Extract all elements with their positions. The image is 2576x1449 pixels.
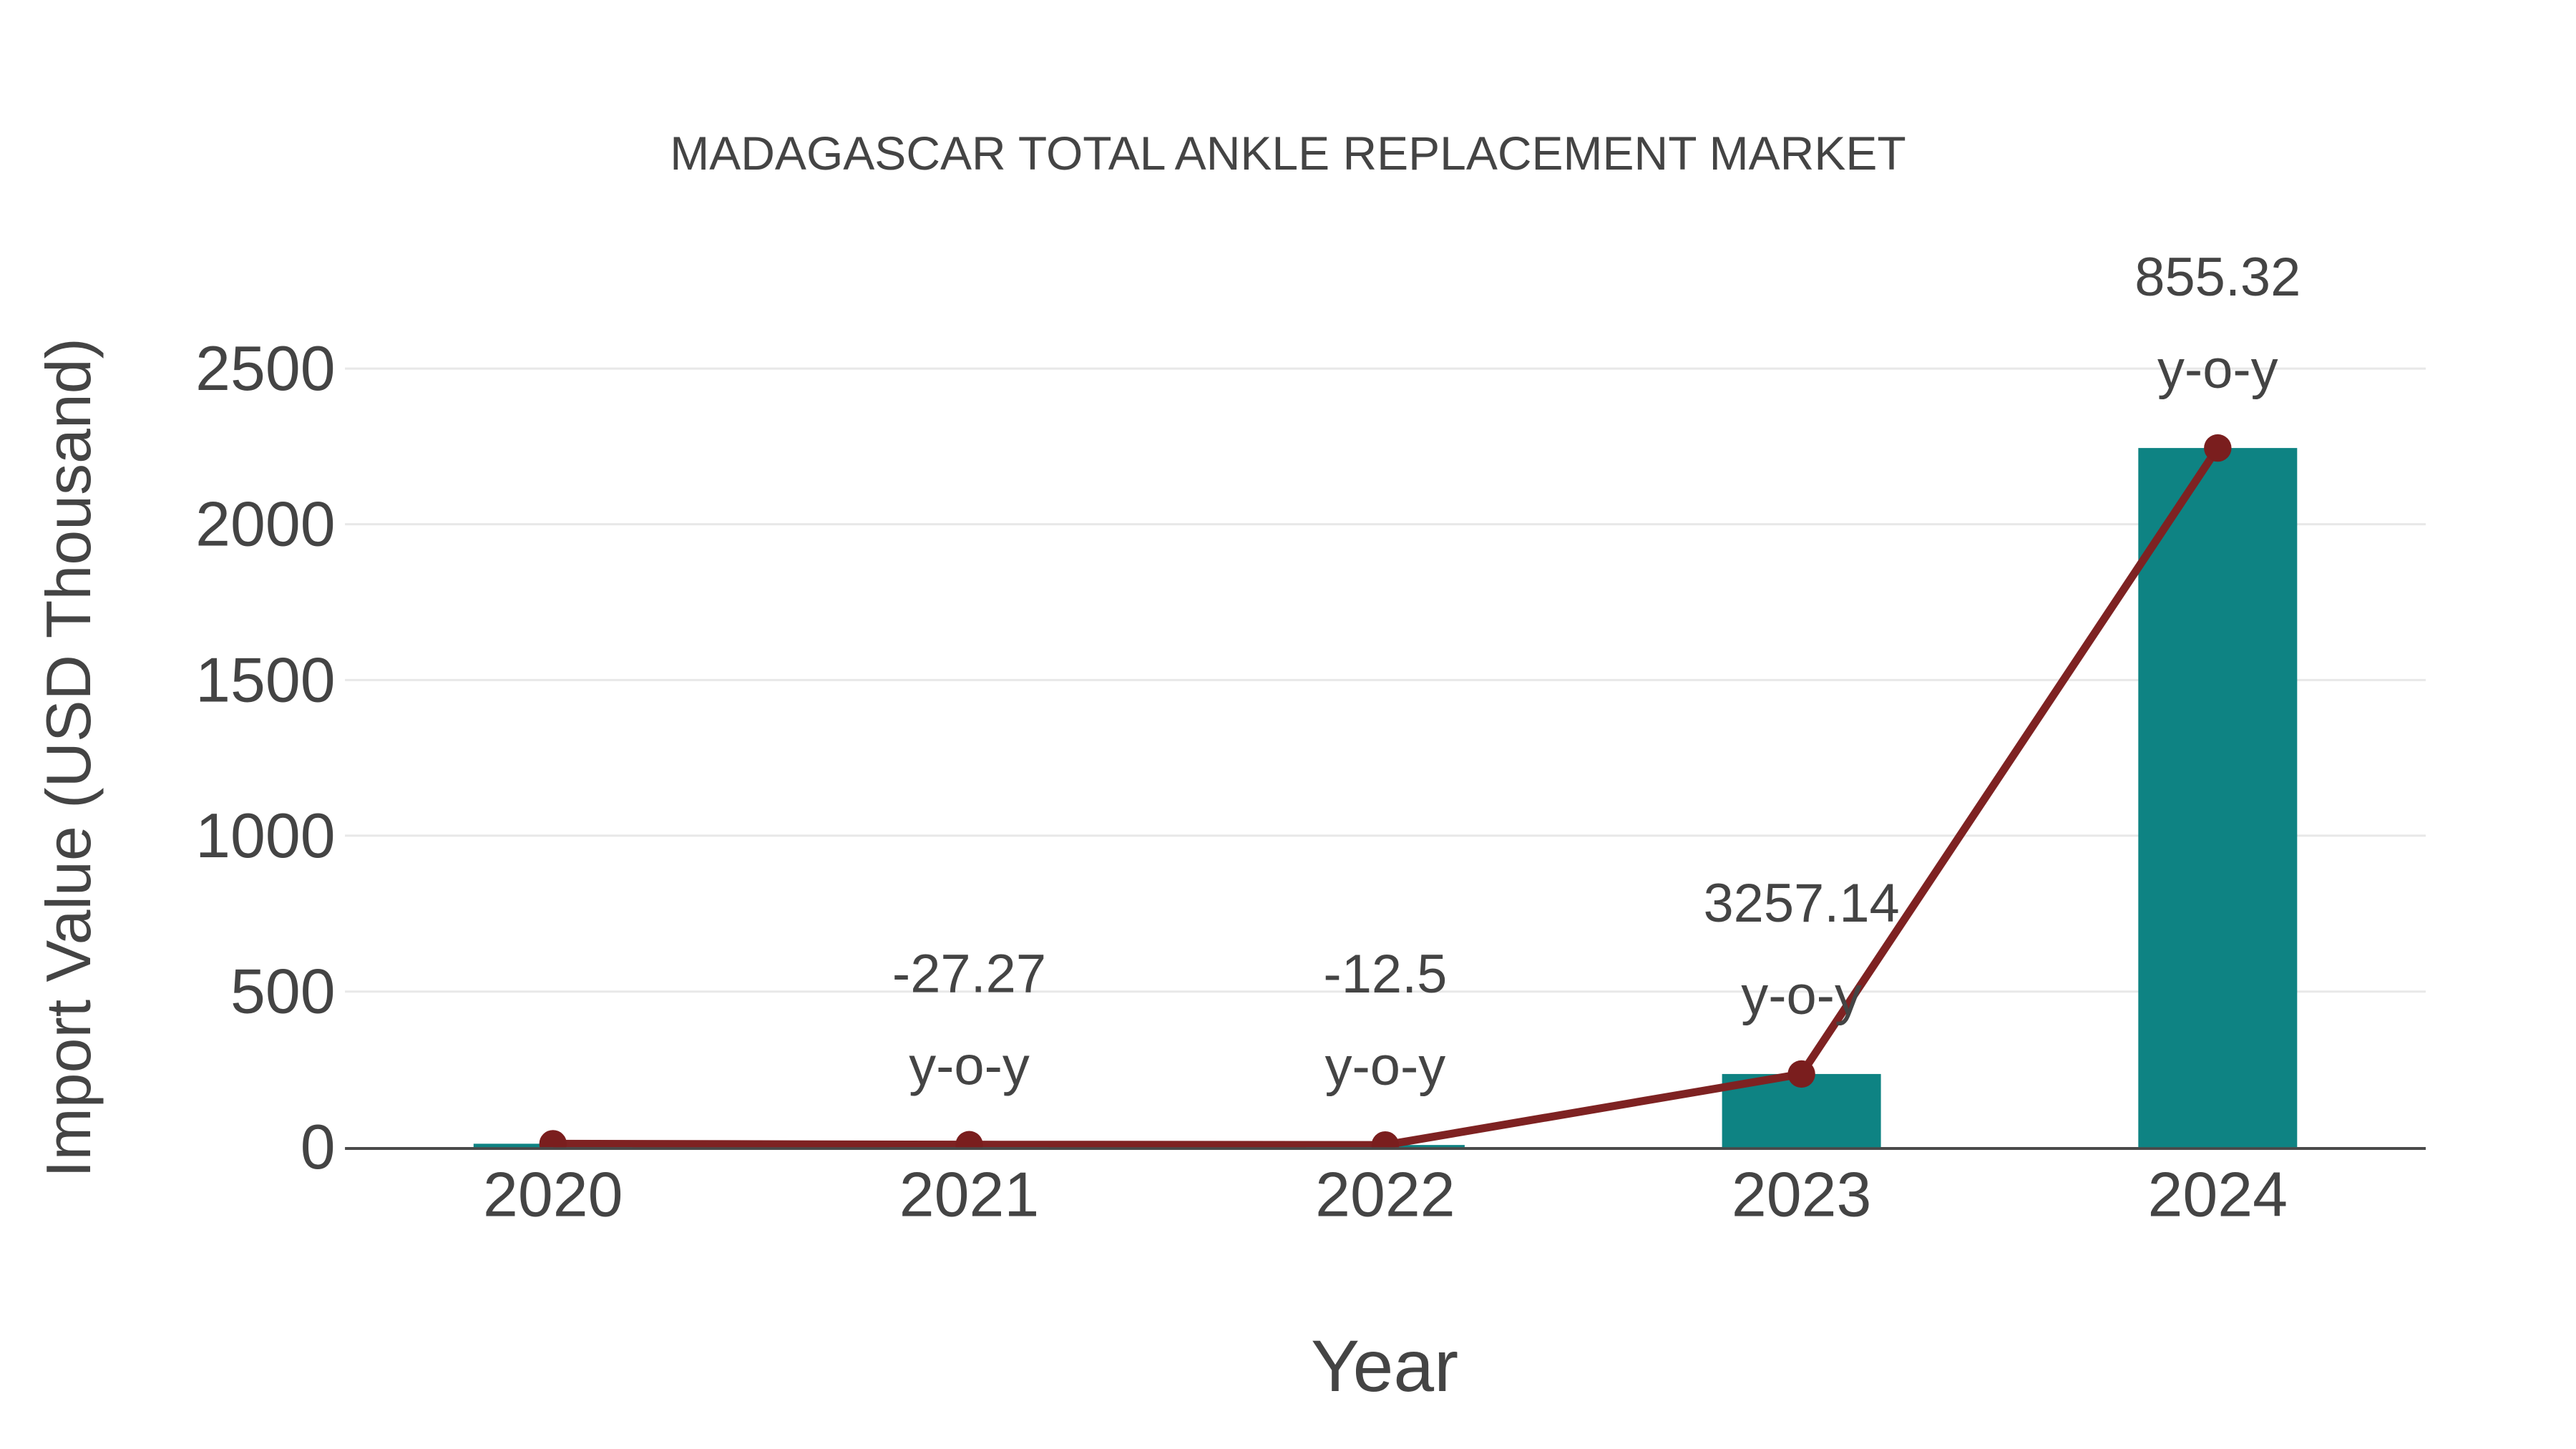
chart-title: MADAGASCAR TOTAL ANKLE REPLACEMENT MARKE…: [670, 127, 1906, 180]
x-tick-label-2024: 2024: [2148, 1159, 2288, 1230]
trend-line: [539, 434, 2232, 1148]
yoy-annotations: -27.27 y-o-y -12.5 y-o-y 3257.14 y-o-y 855.32 y…: [892, 247, 2301, 1097]
y-tick-label-2500: 2500: [195, 333, 336, 404]
marker-2021: [955, 1131, 983, 1148]
x-tick-label-2021: 2021: [899, 1159, 1040, 1230]
annotation-value-2022: -12.5: [1323, 944, 1447, 1005]
y-tick-label-1000: 1000: [195, 800, 336, 871]
annotation-yoy-2024: y-o-y: [2157, 339, 2278, 400]
y-tick-label-1500: 1500: [195, 644, 336, 715]
marker-2020: [539, 1130, 567, 1148]
x-tick-labels: 2020 2021 2022 2023 2024: [483, 1159, 2288, 1230]
annotation-yoy-2021: y-o-y: [909, 1036, 1030, 1097]
gridlines: [345, 367, 2426, 993]
x-tick-label-2023: 2023: [1732, 1159, 1872, 1230]
y-tick-label-2000: 2000: [195, 489, 336, 560]
y-tick-label-500: 500: [230, 956, 336, 1027]
marker-2022: [1371, 1131, 1400, 1148]
marker-2023: [1787, 1060, 1815, 1088]
annotation-yoy-2022: y-o-y: [1325, 1036, 1446, 1097]
marker-2024: [2204, 434, 2232, 462]
y-tick-labels: 0 500 1000 1500 2000 2500: [195, 333, 336, 1182]
annotation-value-2023: 3257.14: [1703, 873, 1899, 934]
x-tick-label-2022: 2022: [1315, 1159, 1455, 1230]
annotation-value-2021: -27.27: [892, 944, 1046, 1005]
x-tick-label-2020: 2020: [483, 1159, 623, 1230]
annotation-yoy-2023: y-o-y: [1741, 965, 1862, 1026]
bars: [473, 448, 2298, 1148]
bar-2024: [2138, 448, 2298, 1148]
annotation-value-2024: 855.32: [2135, 247, 2301, 308]
y-axis-title: Import Value (USD Thousand): [33, 338, 104, 1178]
y-tick-label-0: 0: [301, 1111, 336, 1182]
x-axis-title: Year: [1311, 1325, 1458, 1407]
